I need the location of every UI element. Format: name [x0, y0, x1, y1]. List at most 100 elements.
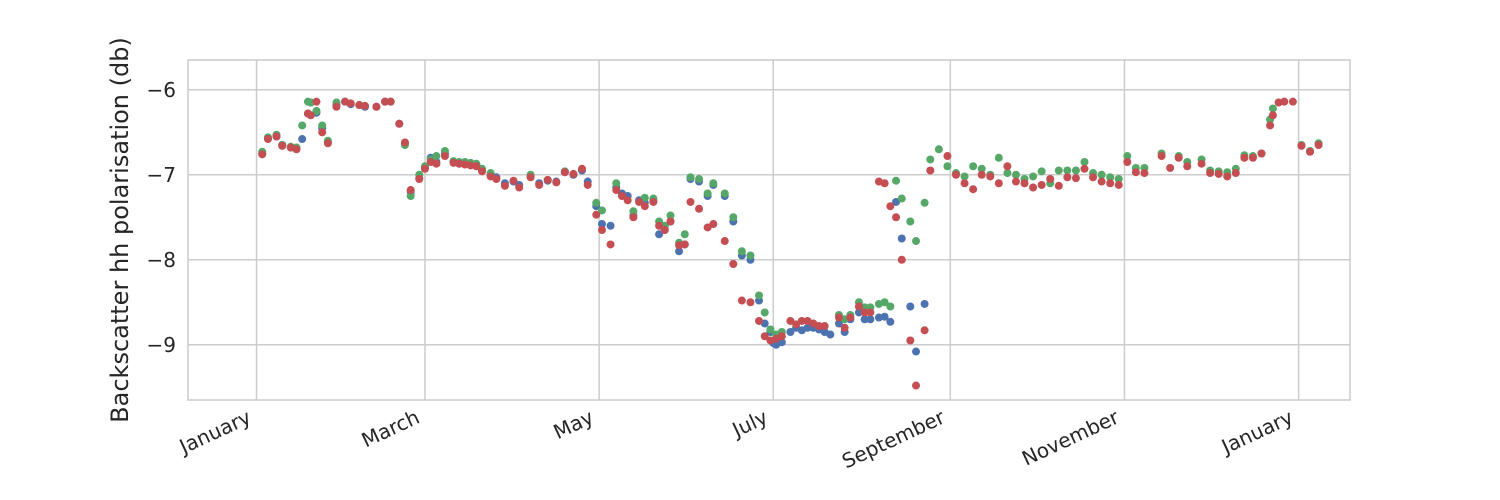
data-point	[720, 237, 729, 246]
data-point	[912, 237, 921, 246]
data-point	[318, 121, 327, 130]
data-point	[960, 179, 969, 188]
data-point	[709, 220, 718, 229]
data-point	[760, 308, 769, 317]
data-point	[258, 150, 267, 159]
data-point	[737, 296, 746, 305]
x-tick-label: March	[358, 405, 423, 453]
data-point	[395, 119, 404, 128]
data-point	[1037, 180, 1046, 189]
data-point	[1280, 97, 1289, 106]
data-point	[897, 255, 906, 264]
data-point	[312, 97, 321, 106]
data-point	[361, 101, 370, 110]
data-point	[920, 299, 929, 308]
series-2	[258, 97, 1323, 339]
data-point	[1089, 173, 1098, 182]
data-point	[640, 193, 649, 202]
data-point	[1046, 175, 1055, 183]
data-point	[686, 173, 695, 182]
data-point	[606, 240, 615, 249]
data-point	[1297, 141, 1306, 150]
data-point	[635, 197, 644, 206]
series-1	[258, 97, 929, 356]
data-point	[834, 319, 843, 328]
data-point	[666, 211, 675, 220]
data-point	[912, 347, 921, 356]
data-points	[258, 97, 1323, 390]
data-point	[1288, 97, 1297, 106]
data-point	[755, 316, 764, 325]
data-point	[766, 325, 775, 334]
data-point	[1248, 153, 1257, 162]
data-point	[386, 97, 395, 106]
data-point	[666, 217, 675, 226]
data-point	[846, 313, 855, 322]
data-point	[323, 139, 332, 148]
data-point	[860, 315, 869, 324]
data-point	[834, 313, 843, 322]
data-point	[926, 166, 935, 175]
data-point	[866, 315, 875, 324]
data-point	[1266, 121, 1275, 130]
data-point	[777, 332, 786, 341]
data-point	[617, 192, 626, 200]
data-point	[912, 381, 921, 390]
data-point	[623, 196, 632, 205]
data-point	[1206, 169, 1215, 178]
data-point	[755, 291, 764, 300]
data-point	[515, 183, 524, 192]
data-point	[1214, 169, 1223, 178]
data-point	[1020, 179, 1029, 188]
data-point	[1080, 164, 1089, 173]
data-point	[1003, 162, 1012, 171]
data-point	[906, 302, 915, 311]
data-point	[1097, 170, 1106, 179]
data-point	[680, 240, 689, 249]
data-point	[1114, 175, 1123, 183]
data-point	[543, 175, 552, 184]
data-point	[760, 332, 769, 341]
data-point	[1257, 149, 1266, 158]
data-point	[680, 230, 689, 239]
data-point	[934, 145, 943, 154]
data-point	[797, 316, 806, 325]
data-point	[552, 178, 561, 187]
data-point	[278, 141, 287, 150]
series-3	[258, 97, 1323, 390]
data-point	[655, 230, 664, 239]
data-point	[820, 322, 829, 331]
data-point	[372, 102, 381, 111]
data-point	[1166, 163, 1175, 172]
data-point	[1123, 152, 1132, 161]
data-point	[729, 260, 738, 268]
data-point	[1223, 172, 1232, 181]
data-point	[332, 102, 341, 111]
data-point	[1114, 180, 1123, 189]
data-point	[660, 226, 669, 234]
data-point	[1106, 179, 1115, 188]
data-point	[886, 302, 895, 311]
data-point	[292, 145, 301, 154]
data-point	[720, 189, 729, 198]
data-point	[606, 221, 615, 230]
x-axis-ticks: January March May July September November Janu…	[174, 404, 1297, 473]
data-point	[1011, 170, 1020, 179]
data-point	[420, 164, 429, 173]
data-point	[612, 179, 621, 188]
data-point	[1157, 152, 1166, 161]
data-point	[1268, 104, 1277, 113]
y-axis-label: Backscatter hh polarisation (db)	[106, 37, 134, 423]
x-tick-label: January	[174, 405, 255, 460]
data-point	[960, 172, 969, 181]
data-point	[1097, 177, 1106, 186]
data-point	[1240, 153, 1249, 162]
x-tick-label: July	[727, 405, 772, 443]
data-point	[840, 323, 849, 332]
data-point	[478, 167, 487, 176]
data-point	[866, 308, 875, 317]
data-point	[897, 234, 906, 243]
data-point	[432, 159, 441, 168]
